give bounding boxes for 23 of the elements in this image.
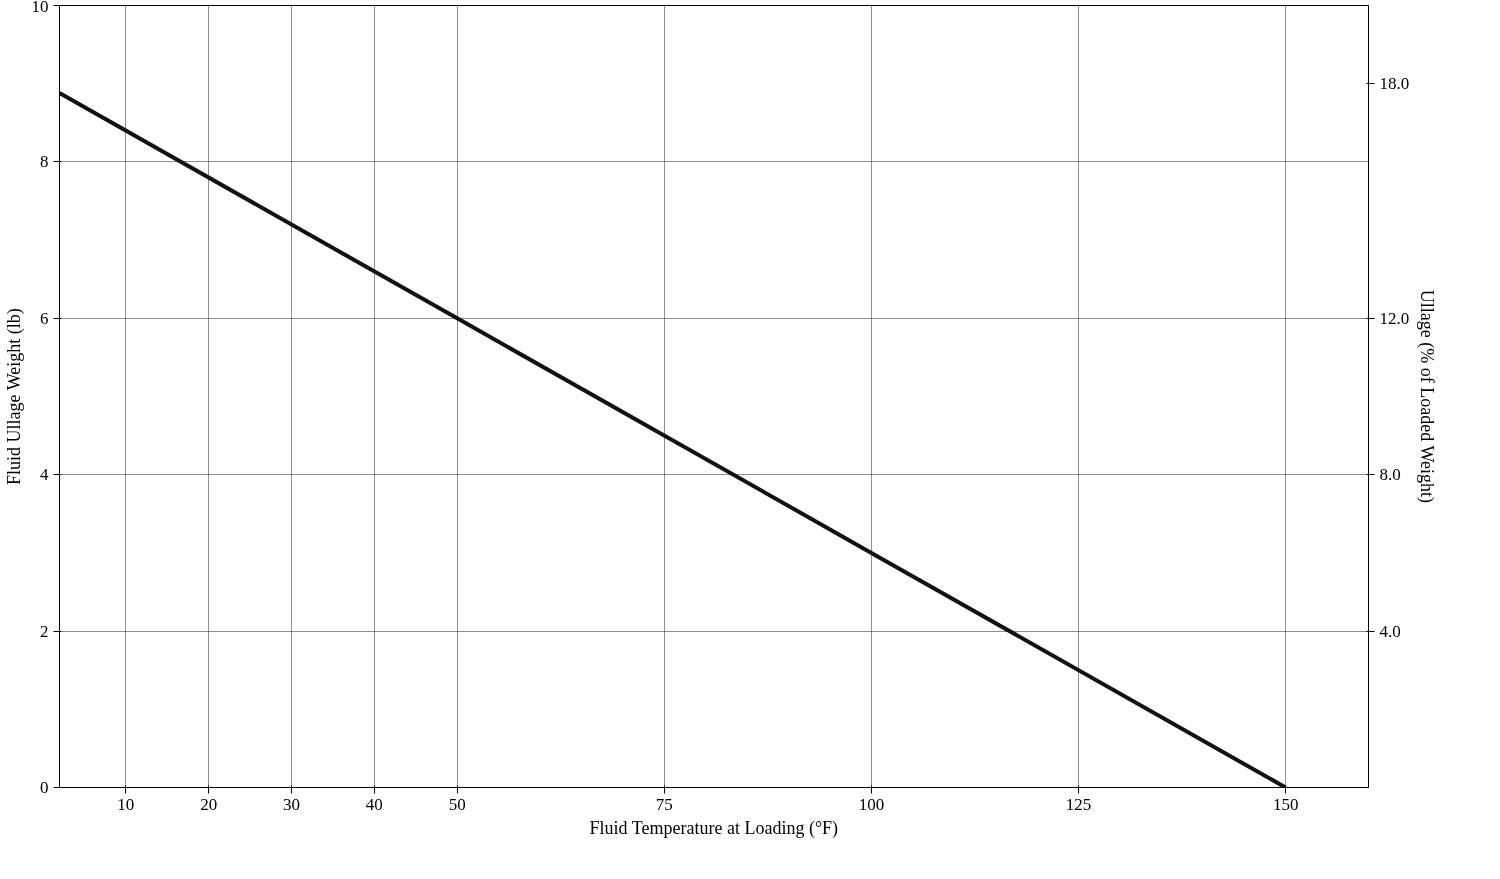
y2-tick-label: 4.0 bbox=[1379, 621, 1401, 641]
y2-tick-label: 8.0 bbox=[1379, 465, 1401, 485]
x-tick-label: 30 bbox=[282, 794, 300, 814]
x-tick-label: 10 bbox=[117, 794, 135, 814]
y2-axis-title: Ullage (% of Loaded Weight) bbox=[1416, 289, 1438, 503]
y-tick-label: 0 bbox=[40, 778, 49, 797]
x-tick-label: 50 bbox=[448, 794, 466, 814]
y2-tick-label: 12.0 bbox=[1379, 308, 1410, 328]
x-tick-label: 75 bbox=[655, 794, 673, 814]
y2-tick-label: 18.0 bbox=[1379, 74, 1410, 94]
y-tick-label: 2 bbox=[40, 621, 49, 641]
x-tick-label: 20 bbox=[200, 794, 218, 814]
y-tick-label: 6 bbox=[40, 308, 49, 328]
x-axis-title: Fluid Temperature at Loading (°F) bbox=[589, 817, 839, 839]
y-tick-label: 8 bbox=[40, 152, 49, 172]
x-tick-label: 40 bbox=[365, 794, 383, 814]
y-tick-label: 10 bbox=[31, 0, 49, 16]
x-tick-label: 125 bbox=[1065, 794, 1092, 814]
x-tick-label: 100 bbox=[858, 794, 885, 814]
line-series bbox=[59, 91, 1288, 788]
y-axis-title: Fluid Ullage Weight (lb) bbox=[3, 308, 25, 486]
x-tick-label: 150 bbox=[1272, 794, 1299, 814]
y-tick-label: 4 bbox=[40, 465, 49, 485]
